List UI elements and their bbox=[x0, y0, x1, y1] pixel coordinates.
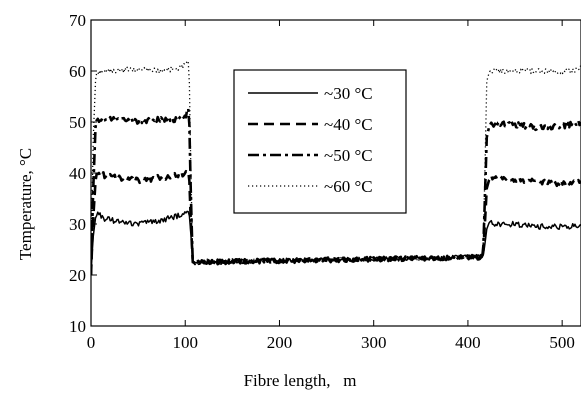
series-layer bbox=[91, 60, 581, 276]
y-tick-label: 50 bbox=[69, 113, 86, 132]
legend-box bbox=[233, 69, 407, 214]
legend-label-1: ~30 °C bbox=[324, 84, 373, 103]
x-tick-label: 500 bbox=[549, 333, 575, 352]
x-tick-label: 200 bbox=[267, 333, 293, 352]
legend-label-4: ~60 °C bbox=[324, 177, 373, 196]
y-tick-label: 70 bbox=[69, 11, 86, 30]
x-tick-label: 400 bbox=[455, 333, 481, 352]
series-line-4 bbox=[91, 60, 581, 276]
x-tick-label: 300 bbox=[361, 333, 387, 352]
x-axis-label: Fibre length, m bbox=[244, 371, 357, 390]
y-tick-label: 30 bbox=[69, 215, 86, 234]
y-tick-label: 20 bbox=[69, 266, 86, 285]
y-tick-label: 40 bbox=[69, 164, 86, 183]
legend: ~30 °C ~40 °C ~50 °C ~60 °C bbox=[233, 69, 407, 214]
ticks-layer: 0 100 200 300 400 500 10 20 30 40 50 60 70 bbox=[69, 11, 575, 352]
y-tick-label: 10 bbox=[69, 317, 86, 336]
x-tick-label: 100 bbox=[172, 333, 198, 352]
legend-label-2: ~40 °C bbox=[324, 115, 373, 134]
y-axis-label: Temperature, °C bbox=[16, 148, 35, 260]
x-tick-label: 0 bbox=[87, 333, 96, 352]
y-tick-label: 60 bbox=[69, 62, 86, 81]
series-line-2 bbox=[91, 169, 581, 276]
legend-label-3: ~50 °C bbox=[324, 146, 373, 165]
series-line-1 bbox=[91, 210, 581, 276]
